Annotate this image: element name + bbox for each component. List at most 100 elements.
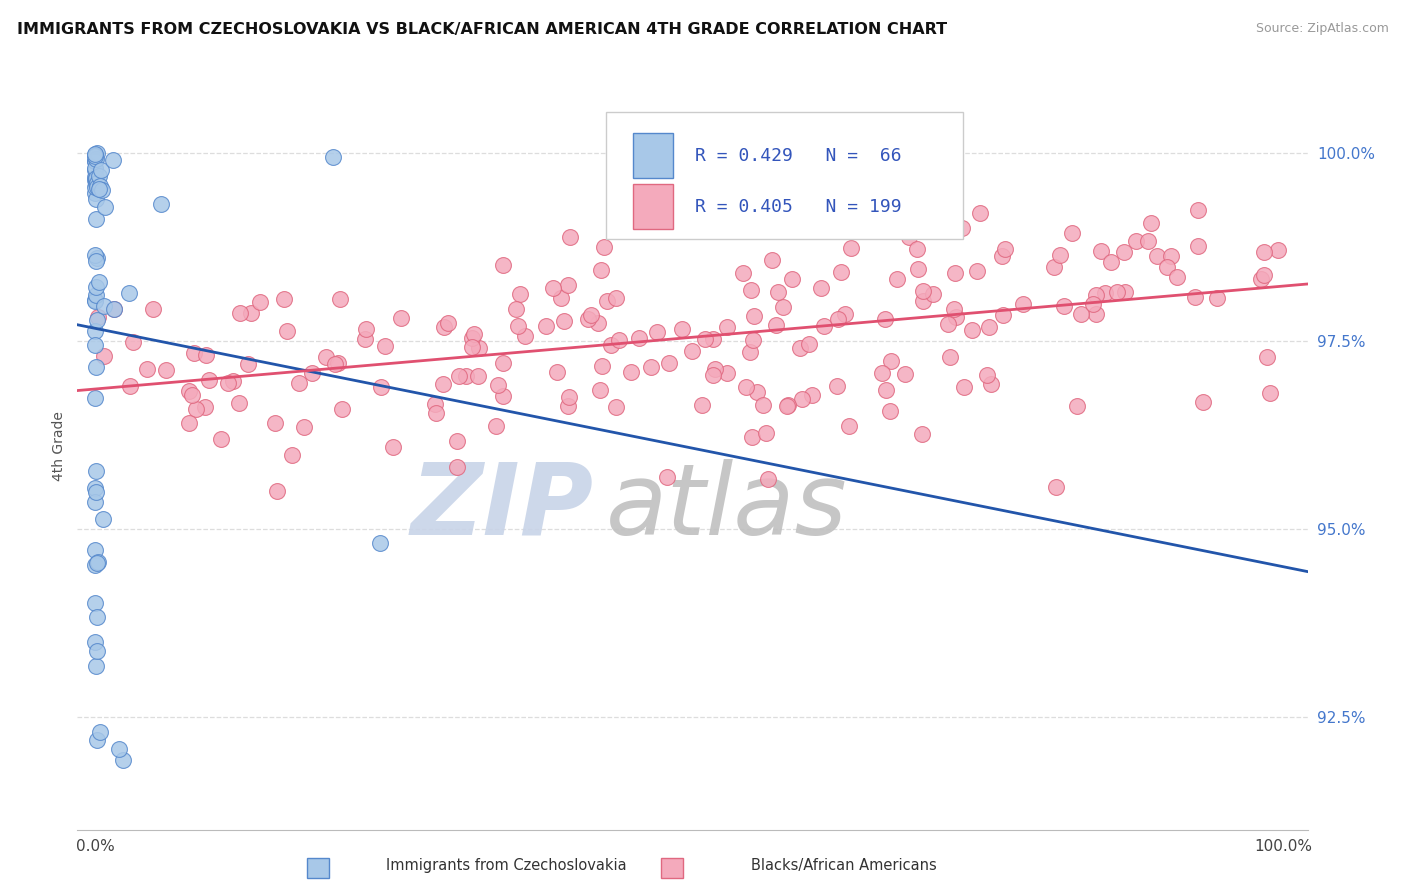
Point — [825, 379, 848, 393]
Point — [86, 146, 108, 161]
Point — [742, 310, 765, 324]
Point — [547, 365, 569, 379]
Point — [586, 316, 609, 330]
Point — [93, 299, 115, 313]
Point — [731, 266, 754, 280]
Point — [281, 448, 304, 462]
Point — [460, 340, 482, 354]
Point — [322, 150, 344, 164]
Point — [86, 733, 108, 747]
Point — [875, 383, 897, 397]
Point — [1258, 386, 1281, 401]
Point — [84, 325, 107, 339]
Point — [194, 400, 217, 414]
Point — [84, 391, 107, 405]
Point — [534, 318, 557, 333]
Y-axis label: 4th Grade: 4th Grade — [52, 411, 66, 481]
Point — [84, 481, 107, 495]
Point — [838, 418, 860, 433]
Point — [84, 180, 107, 194]
Point — [118, 378, 141, 392]
Point — [84, 634, 107, 648]
Point — [879, 404, 901, 418]
Point — [179, 384, 201, 399]
Point — [607, 333, 630, 347]
Point — [830, 265, 852, 279]
Point — [437, 316, 460, 330]
Point — [627, 330, 650, 344]
Point — [301, 367, 323, 381]
Point — [599, 338, 621, 352]
Point — [576, 312, 599, 326]
Point — [752, 398, 775, 412]
Point — [84, 287, 107, 301]
Point — [690, 398, 713, 412]
Point — [1156, 260, 1178, 274]
Text: ZIP: ZIP — [411, 458, 595, 556]
Point — [103, 153, 125, 168]
Point — [922, 286, 945, 301]
Point — [620, 365, 643, 379]
Point — [1192, 395, 1215, 409]
Point — [84, 161, 107, 175]
Point — [658, 356, 681, 370]
Point — [84, 596, 107, 610]
Point — [953, 380, 976, 394]
Point — [87, 555, 110, 569]
Point — [810, 280, 832, 294]
Point — [86, 313, 108, 327]
Point — [1043, 260, 1066, 274]
Point — [813, 319, 835, 334]
Point — [939, 350, 962, 364]
Point — [911, 294, 934, 309]
Point — [249, 295, 271, 310]
Point — [839, 241, 862, 255]
Point — [356, 322, 378, 336]
Point — [1187, 203, 1209, 218]
Point — [799, 337, 821, 351]
Point — [86, 556, 108, 570]
FancyBboxPatch shape — [634, 133, 673, 178]
Point — [209, 432, 232, 446]
Point — [950, 221, 973, 235]
Point — [591, 359, 613, 373]
Point — [605, 400, 627, 414]
Point — [323, 357, 346, 371]
Point — [776, 398, 799, 412]
Point — [84, 177, 107, 191]
Point — [149, 197, 172, 211]
Point — [292, 420, 315, 434]
Point — [86, 180, 108, 194]
Point — [468, 342, 491, 356]
Text: Immigrants from Czechoslovakia: Immigrants from Czechoslovakia — [385, 858, 627, 872]
Point — [756, 472, 779, 486]
Point — [702, 332, 724, 346]
Point — [509, 287, 531, 301]
Point — [84, 186, 107, 200]
Point — [557, 399, 579, 413]
Point — [640, 359, 662, 374]
Point — [591, 263, 613, 277]
Point — [740, 283, 762, 297]
Point — [446, 460, 468, 475]
Point — [86, 176, 108, 190]
Point — [485, 419, 508, 434]
Point — [593, 240, 616, 254]
Point — [287, 376, 309, 390]
Point — [1206, 291, 1229, 305]
Point — [84, 162, 107, 177]
Point — [111, 753, 134, 767]
Point — [745, 385, 768, 400]
Point — [492, 356, 515, 370]
Point — [84, 146, 107, 161]
Point — [86, 192, 108, 206]
Point — [1094, 285, 1116, 300]
Point — [217, 376, 239, 390]
Point — [315, 351, 337, 365]
Point — [486, 378, 509, 392]
Point — [942, 301, 965, 316]
Point — [702, 368, 724, 382]
Point — [108, 741, 131, 756]
Point — [84, 464, 107, 478]
Point — [229, 306, 252, 320]
